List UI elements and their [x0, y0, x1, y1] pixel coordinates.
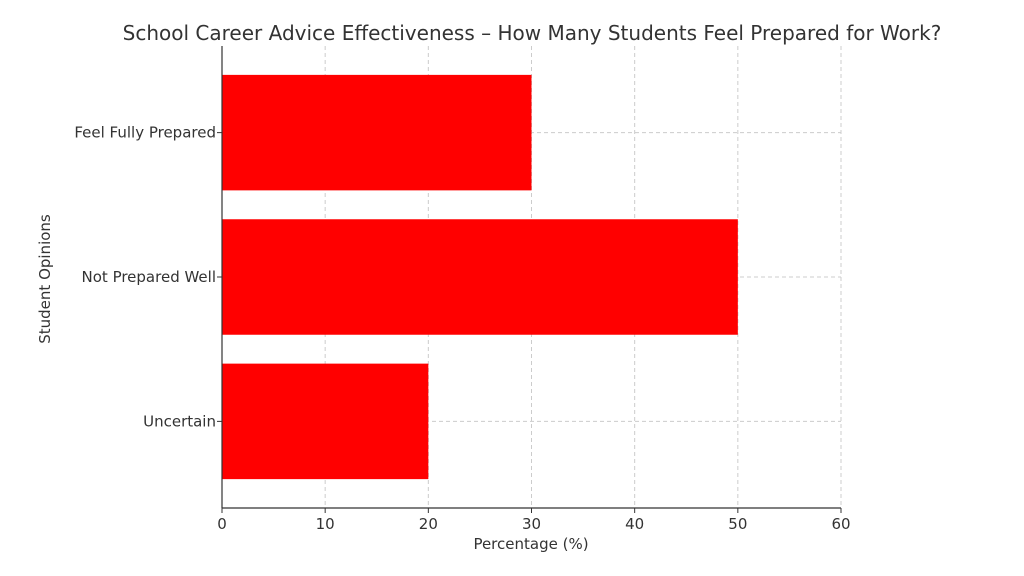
x-tick-label: 60 [831, 515, 850, 533]
x-ticks: 0 10 20 30 40 50 60 [217, 508, 851, 533]
y-tick-label: Not Prepared Well [82, 268, 216, 286]
x-tick-label: 0 [217, 515, 227, 533]
x-tick-label: 30 [522, 515, 541, 533]
bar [222, 219, 738, 335]
x-tick-label: 50 [728, 515, 747, 533]
bar [222, 363, 429, 480]
x-tick-label: 10 [316, 515, 335, 533]
y-ticks: Feel Fully Prepared Not Prepared Well Unce… [74, 124, 222, 430]
chart-title: School Career Advice Effectiveness – How… [123, 21, 942, 45]
bars-layer [222, 74, 738, 480]
x-tick-label: 20 [419, 515, 438, 533]
y-tick-label: Feel Fully Prepared [74, 124, 216, 142]
y-tick-label: Uncertain [143, 412, 216, 430]
x-axis-label: Percentage (%) [473, 535, 588, 553]
y-axis-label: Student Opinions [36, 214, 54, 344]
x-tick-label: 40 [625, 515, 644, 533]
bar [222, 74, 532, 191]
